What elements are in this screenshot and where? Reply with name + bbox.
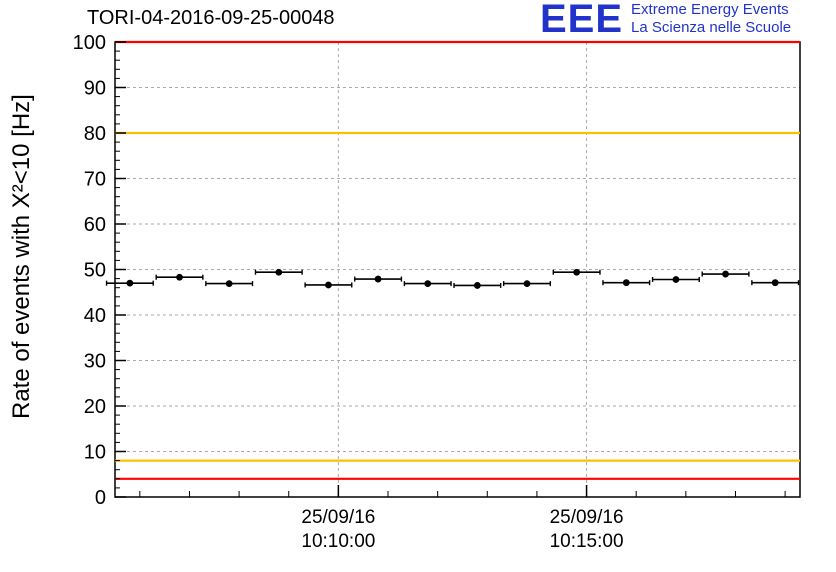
data-point [354,275,403,283]
data-point [502,280,552,288]
data-point [701,270,750,278]
eee-logo-taglines: Extreme Energy Events La Scienza nelle S… [631,1,791,37]
data-point [254,268,303,276]
y-tick-label: 50 [84,260,106,282]
y-tick-label: 100 [73,32,106,54]
x-tick-label-date: 25/09/16 [550,507,624,528]
data-point [602,279,651,287]
y-tick-label: 60 [84,214,106,236]
y-tick-label: 80 [84,123,106,145]
data-point [155,273,204,281]
data-point [304,281,353,289]
data-point [651,276,700,283]
eee-logo-tagline-2: La Scienza nelle Scuole [631,19,792,36]
x-tick-label-time: 10:10:00 [301,531,375,552]
x-tick-label-date: 25/09/16 [301,507,375,528]
eee-logo: EEE Extreme Energy Events La Scienza nel… [540,0,791,41]
data-point [751,279,800,287]
y-tick-label: 90 [84,78,106,100]
x-tick-label-time: 10:15:00 [550,531,624,552]
y-tick-label: 10 [84,442,106,464]
eee-logo-tagline-1: Extreme Energy Events [631,1,789,18]
y-tick-label: 70 [84,169,106,191]
data-point [403,280,452,288]
y-tick-label: 0 [95,487,106,509]
data-point [205,280,254,288]
y-tick-label: 20 [84,396,106,418]
y-tick-label: 30 [84,351,106,373]
data-point [105,279,154,287]
data-point [552,268,601,276]
eee-logo-text: EEE [540,0,624,41]
y-tick-label: 40 [84,305,106,327]
data-point [453,282,502,289]
chart-title: TORI-04-2016-09-25-00048 [87,7,335,29]
